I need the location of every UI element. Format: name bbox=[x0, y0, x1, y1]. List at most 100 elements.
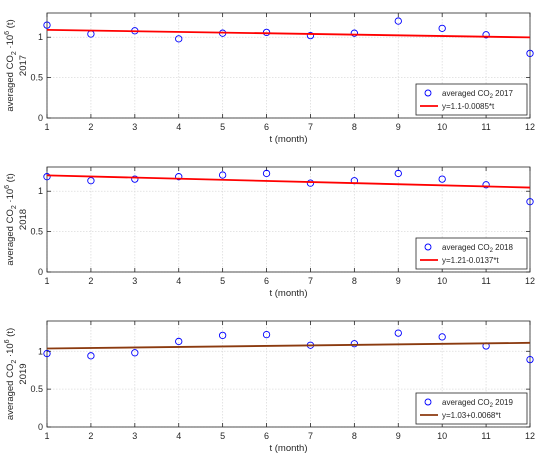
x-tick-label: 3 bbox=[132, 122, 137, 132]
y-tick-label: 0.5 bbox=[30, 227, 43, 237]
x-tick-label: 12 bbox=[525, 122, 535, 132]
x-tick-label: 11 bbox=[481, 276, 490, 286]
x-tick-label: 12 bbox=[525, 431, 535, 441]
data-point bbox=[482, 181, 490, 189]
y-tick-label: 1 bbox=[38, 186, 43, 196]
x-tick-label: 9 bbox=[396, 276, 401, 286]
x-tick-label: 9 bbox=[396, 122, 401, 132]
trend-line bbox=[46, 341, 531, 350]
x-tick-label: 7 bbox=[308, 431, 313, 441]
data-point bbox=[482, 31, 490, 39]
x-tick-label: 4 bbox=[176, 276, 181, 286]
legend: averaged CO2 2019 y=1.03+0.0068*t bbox=[415, 392, 528, 425]
legend: averaged CO2 2018 y=1.21-0.0137*t bbox=[415, 237, 528, 270]
data-point bbox=[350, 340, 359, 348]
y-tick-label: 0 bbox=[38, 113, 43, 123]
data-point bbox=[43, 21, 51, 29]
x-tick-label: 4 bbox=[176, 122, 181, 132]
legend-marker bbox=[424, 243, 432, 251]
data-point bbox=[218, 331, 227, 340]
data-point bbox=[175, 337, 183, 346]
x-axis-label: t (month) bbox=[269, 443, 307, 454]
data-point bbox=[438, 24, 446, 32]
y-tick-label: 1 bbox=[38, 346, 43, 356]
legend-entry-data: averaged CO2 2019 bbox=[442, 398, 514, 409]
axes-box bbox=[46, 320, 531, 428]
y-axis-year-label: 2018 bbox=[18, 209, 29, 230]
data-point bbox=[526, 49, 534, 58]
legend-entry-fit: y=1.03+0.0068*t bbox=[442, 411, 501, 420]
x-tick-label: 2 bbox=[88, 276, 93, 286]
legend-box bbox=[415, 392, 528, 425]
x-tick-label: 2 bbox=[88, 431, 93, 441]
y-axis-label: averaged CO2 ·106 (t) bbox=[4, 19, 18, 111]
data-point bbox=[306, 179, 315, 187]
x-tick-label: 12 bbox=[525, 276, 535, 286]
data-point bbox=[394, 169, 402, 178]
x-tick-label: 1 bbox=[44, 276, 49, 286]
x-axis-label: t (month) bbox=[269, 288, 307, 299]
data-point bbox=[526, 198, 534, 206]
y-tick-label: 0.5 bbox=[30, 384, 43, 394]
data-point bbox=[87, 352, 95, 360]
x-tick-label: 6 bbox=[264, 122, 269, 132]
x-tick-label: 7 bbox=[308, 122, 313, 132]
x-tick-label: 2 bbox=[88, 122, 93, 132]
x-tick-label: 5 bbox=[220, 122, 225, 132]
trend-line bbox=[46, 28, 531, 39]
x-tick-label: 3 bbox=[132, 276, 137, 286]
legend-entry-data: averaged CO2 2018 bbox=[442, 243, 514, 254]
y-tick-label: 0.5 bbox=[30, 73, 43, 83]
x-tick-label: 9 bbox=[396, 431, 401, 441]
data-point bbox=[526, 355, 534, 364]
legend: averaged CO2 2017 y=1.1-0.0085*t bbox=[415, 83, 528, 116]
y-tick-label: 0 bbox=[38, 422, 43, 432]
x-tick-label: 8 bbox=[352, 122, 357, 132]
data-point bbox=[131, 175, 139, 183]
x-tick-label: 5 bbox=[220, 431, 225, 441]
legend-marker bbox=[424, 89, 432, 97]
x-tick-label: 6 bbox=[264, 431, 269, 441]
x-tick-label: 10 bbox=[437, 431, 447, 441]
x-tick-label: 3 bbox=[132, 431, 137, 441]
data-point bbox=[43, 349, 51, 358]
x-tick-label: 10 bbox=[437, 276, 447, 286]
data-point bbox=[438, 175, 446, 183]
data-point bbox=[87, 177, 95, 185]
x-tick-label: 8 bbox=[352, 431, 357, 441]
y-tick-label: 1 bbox=[38, 32, 43, 42]
data-point bbox=[306, 31, 315, 40]
x-axis-label: t (month) bbox=[269, 134, 307, 145]
legend-box bbox=[415, 237, 528, 270]
data-point bbox=[175, 35, 183, 43]
data-point bbox=[262, 330, 271, 339]
x-tick-label: 1 bbox=[44, 122, 49, 132]
legend-entry-fit: y=1.1-0.0085*t bbox=[442, 102, 495, 111]
x-tick-label: 11 bbox=[481, 431, 490, 441]
data-point bbox=[262, 169, 271, 178]
x-tick-label: 1 bbox=[44, 431, 49, 441]
legend-entry-data: averaged CO2 2017 bbox=[442, 89, 514, 100]
trend-line bbox=[46, 174, 531, 189]
data-point bbox=[394, 329, 402, 337]
legend-marker bbox=[424, 398, 432, 406]
data-point bbox=[394, 17, 402, 25]
axes-box bbox=[46, 166, 531, 273]
y-tick-label: 0 bbox=[38, 267, 43, 277]
y-axis-label: averaged CO2 ·106 (t) bbox=[4, 173, 18, 265]
data-point bbox=[43, 173, 51, 181]
y-axis-year-label: 2017 bbox=[18, 55, 29, 76]
x-tick-label: 4 bbox=[176, 431, 181, 441]
x-tick-label: 5 bbox=[220, 276, 225, 286]
y-axis-year-label: 2019 bbox=[18, 363, 29, 384]
x-tick-label: 7 bbox=[308, 276, 313, 286]
x-tick-label: 8 bbox=[352, 276, 357, 286]
x-tick-label: 11 bbox=[481, 122, 490, 132]
x-tick-label: 6 bbox=[264, 276, 269, 286]
legend-entry-fit: y=1.21-0.0137*t bbox=[442, 256, 499, 265]
y-axis-label: averaged CO2 ·106 (t) bbox=[4, 328, 18, 420]
